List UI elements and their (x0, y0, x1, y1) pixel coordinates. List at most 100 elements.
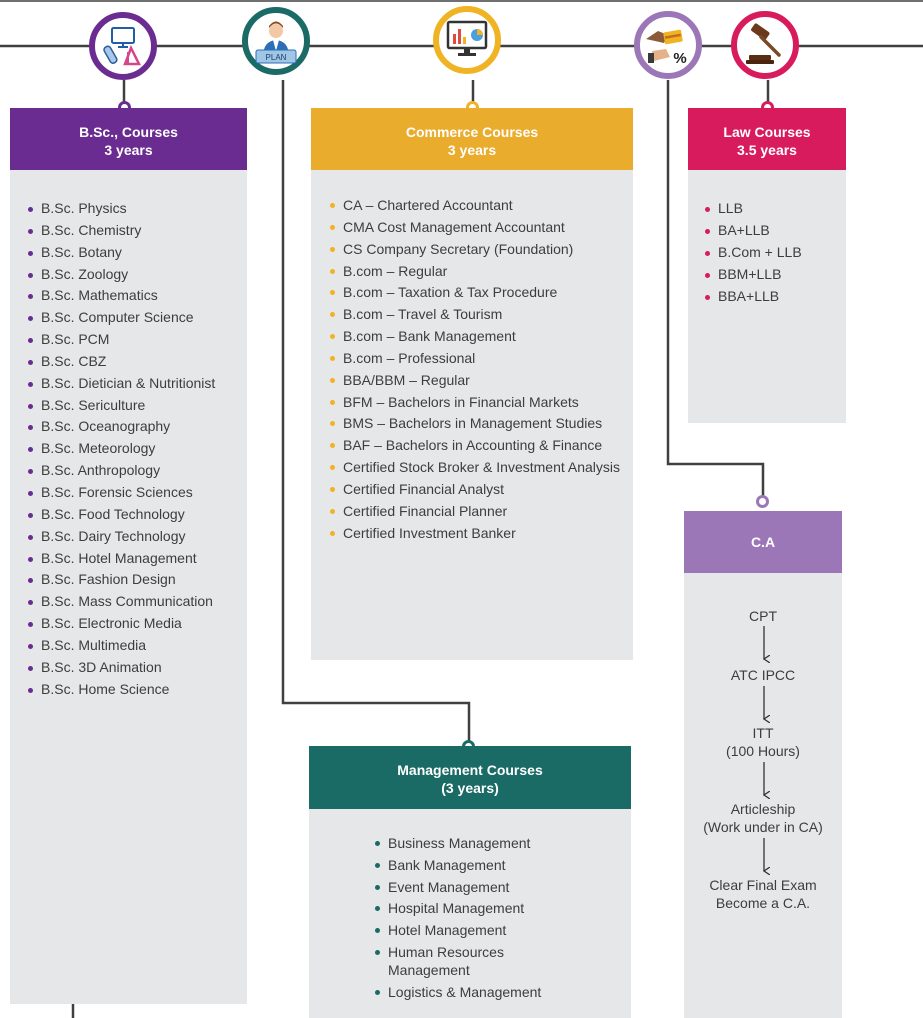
bsc-course-list: B.Sc. Physics B.Sc. Chemistry B.Sc. Botany… (28, 198, 243, 700)
management-course-item: Logistics & Management (375, 983, 555, 1001)
bsc-panel (10, 170, 247, 1004)
commerce-course-item: BAF – Bachelors in Accounting & Finance (330, 435, 633, 457)
commerce-header: Commerce Courses 3 years (311, 108, 633, 170)
management-course-item: Hotel Management (375, 921, 555, 939)
law-header: Law Courses 3.5 years (688, 108, 846, 170)
bsc-course-item: B.Sc. CBZ (28, 351, 243, 373)
management-panel (309, 809, 631, 1018)
computer-flask-ruler-icon (103, 27, 142, 66)
commerce-course-item: Certified Investment Banker (330, 523, 633, 545)
management-course-item: Business Management (375, 834, 555, 852)
commerce-course-item: CMA Cost Management Accountant (330, 217, 633, 239)
bsc-course-item: B.Sc. Food Technology (28, 504, 243, 526)
bsc-course-item: B.Sc. Physics (28, 198, 243, 220)
law-duration: 3.5 years (737, 142, 797, 158)
bsc-course-item: B.Sc. Multimedia (28, 635, 243, 657)
commerce-course-item: B.com – Regular (330, 261, 633, 283)
bsc-course-item: B.Sc. Anthropology (28, 460, 243, 482)
law-icon-node (731, 11, 799, 79)
bsc-course-item: B.Sc. Botany (28, 242, 243, 264)
commerce-course-item: B.com – Travel & Tourism (330, 304, 633, 326)
card-hands-percent-icon: % (646, 29, 687, 67)
bsc-course-item: B.Sc. Meteorology (28, 438, 243, 460)
bsc-course-item: B.Sc. Hotel Management (28, 548, 243, 570)
ca-step-2: ATC IPCC (684, 666, 842, 684)
bsc-course-item: B.Sc. Fashion Design (28, 569, 243, 591)
bsc-course-item: B.Sc. 3D Animation (28, 657, 243, 679)
person-with-plan-sign-icon: PLAN (255, 21, 297, 64)
bsc-course-item: B.Sc. Mathematics (28, 285, 243, 307)
ca-step-4: Articleship (Work under in CA) (684, 800, 842, 836)
ca-step-4-line1: Articleship (730, 801, 796, 817)
law-course-item: B.Com + LLB (705, 242, 845, 264)
plan-to-management-line (281, 80, 471, 741)
science-icon-node (89, 12, 157, 80)
management-course-item: Human Resources Management (375, 943, 555, 979)
commerce-course-item: BFM – Bachelors in Financial Markets (330, 392, 633, 414)
plan-sign-text: PLAN (266, 53, 287, 62)
bsc-course-item: B.Sc. Oceanography (28, 416, 243, 438)
bsc-course-item: B.Sc. Sericulture (28, 395, 243, 417)
ca-connector-dot (756, 495, 769, 508)
bsc-course-item: B.Sc. PCM (28, 329, 243, 351)
law-title: Law Courses (723, 124, 811, 140)
management-title: Management Courses (397, 761, 543, 778)
ca-step-4-line2: (Work under in CA) (703, 819, 823, 835)
monitor-charts-icon (446, 20, 488, 56)
management-course-item: Event Management (375, 878, 555, 896)
commerce-course-item: Certified Financial Analyst (330, 479, 633, 501)
management-course-list: Business Management Bank Management Event … (375, 834, 555, 1005)
commerce-course-item: Certified Financial Planner (330, 501, 633, 523)
ca-header: C.A (684, 511, 842, 573)
commerce-title: Commerce Courses (405, 124, 539, 140)
bsc-course-item: B.Sc. Computer Science (28, 307, 243, 329)
gavel-icon (746, 23, 781, 64)
ca-step-5: Clear Final Exam Become a C.A. (684, 876, 842, 912)
ca-step-1-line1: CPT (749, 608, 777, 624)
law-course-list: LLB BA+LLB B.Com + LLB BBM+LLB BBA+LLB (705, 198, 845, 307)
commerce-course-list: CA – Chartered Accountant CMA Cost Manage… (330, 195, 633, 545)
commerce-course-item: CS Company Secretary (Foundation) (330, 239, 633, 261)
management-header: Management Courses (3 years) (309, 746, 631, 809)
commerce-duration: 3 years (447, 142, 497, 158)
bsc-course-item: B.Sc. Mass Communication (28, 591, 243, 613)
percent-icon: % (673, 50, 686, 67)
bsc-course-item: B.Sc. Dairy Technology (28, 526, 243, 548)
bsc-header: B.Sc., Courses 3 years (10, 108, 247, 170)
commerce-icon-node (433, 6, 501, 74)
commerce-course-item: BBA/BBM – Regular (330, 370, 633, 392)
management-duration: (3 years) (441, 779, 499, 796)
commerce-course-item: B.com – Professional (330, 348, 633, 370)
law-course-item: BBA+LLB (705, 286, 845, 308)
bsc-course-item: B.Sc. Forensic Sciences (28, 482, 243, 504)
bsc-course-item: B.Sc. Chemistry (28, 220, 243, 242)
commerce-course-item: BMS – Bachelors in Management Studies (330, 413, 633, 435)
law-course-item: BBM+LLB (705, 264, 845, 286)
bsc-title: B.Sc., Courses (79, 124, 178, 140)
plan-icon-node: PLAN (242, 7, 310, 75)
ca-step-1: CPT (684, 607, 842, 625)
ca-step-3-line1: ITT (752, 725, 774, 741)
bsc-course-item: B.Sc. Zoology (28, 264, 243, 286)
law-course-item: LLB (705, 198, 845, 220)
commerce-course-item: Certified Stock Broker & Investment Anal… (330, 457, 633, 479)
law-panel (688, 170, 846, 423)
law-course-item: BA+LLB (705, 220, 845, 242)
commerce-course-item: CA – Chartered Accountant (330, 195, 633, 217)
ca-step-5-line2: Become a C.A. (715, 895, 811, 911)
ca-panel (684, 573, 842, 1018)
ca-title: C.A (750, 534, 776, 550)
commerce-course-item: B.com – Bank Management (330, 326, 633, 348)
management-course-item: Hospital Management (375, 899, 555, 917)
commerce-panel (311, 170, 633, 660)
bsc-course-item: B.Sc. Dietician & Nutritionist (28, 373, 243, 395)
ca-step-3: ITT (100 Hours) (684, 724, 842, 760)
ca-step-5-line1: Clear Final Exam (709, 877, 817, 893)
bsc-course-item: B.Sc. Home Science (28, 679, 243, 701)
finance-to-ca-line (666, 80, 765, 496)
ca-step-2-line1: ATC IPCC (730, 667, 796, 683)
bsc-duration: 3 years (104, 142, 153, 158)
management-course-item: Bank Management (375, 856, 555, 874)
bsc-course-item: B.Sc. Electronic Media (28, 613, 243, 635)
commerce-course-item: B.com – Taxation & Tax Procedure (330, 282, 633, 304)
